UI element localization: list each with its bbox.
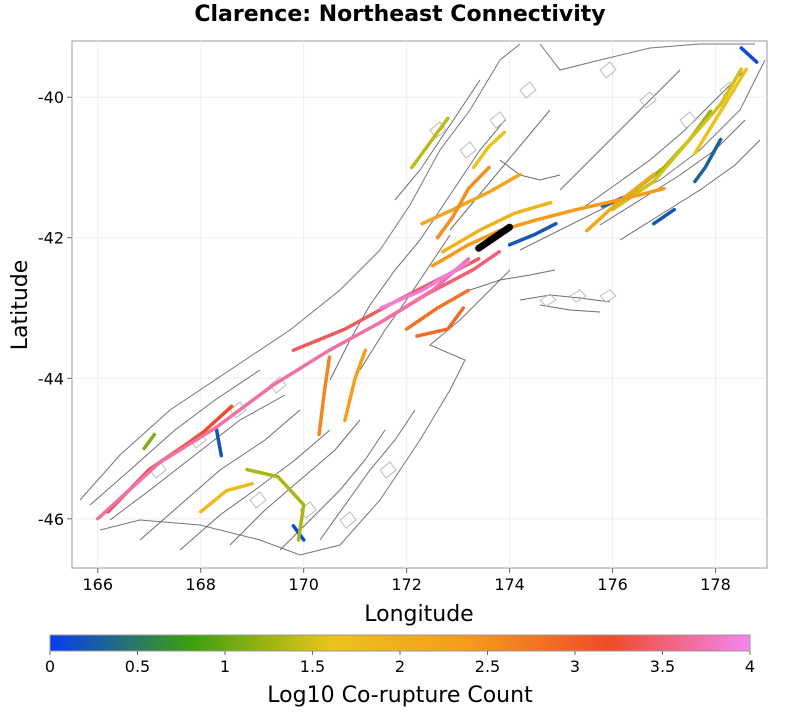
fault-trace [415,306,466,338]
colorbar-tick-label: 2 [395,657,405,676]
plot-area [71,40,768,569]
coastline [79,43,766,556]
y-tick-label: -44 [38,369,64,388]
fault-trace [430,186,666,268]
y-tick-label: -40 [38,88,64,107]
subsection-boxes [149,61,737,529]
x-tick-label: 176 [597,575,628,594]
x-axis-label: Longitude [364,602,473,627]
x-tick-label: 170 [288,575,319,594]
colorbar-label: Log10 Co-rupture Count [267,683,533,708]
fault-trace [585,172,656,233]
selected-fault [475,223,514,252]
y-tick-label: -46 [38,510,64,529]
x-tick-label: 178 [700,575,731,594]
fault-trace [651,207,677,226]
fault-trace [420,172,522,226]
colorbar-ticks: 0 0.5 1 1.5 2 2.5 3 3.5 4 [45,651,755,676]
fault-trace [471,130,507,170]
colorbar-tick-label: 0 [45,657,55,676]
fault-trace [95,257,471,521]
fault-traces [95,46,759,542]
x-tick-label: 172 [391,575,422,594]
y-axis-label: Latitude [8,260,33,351]
fault-trace [739,46,759,64]
colorbar-tick-label: 1.5 [300,657,325,676]
fault-trace [435,165,491,240]
fault-trace [404,288,471,331]
colorbar-tick-label: 3.5 [650,657,675,676]
fault-trace [610,67,744,212]
fault-trace [410,116,450,170]
fault-trace [245,467,306,542]
fault-trace [379,260,471,310]
fault-trace [343,348,368,423]
fault-trace [507,221,558,247]
fault-trace [440,200,553,254]
colorbar-tick-label: 3 [570,657,580,676]
fault-trace [214,425,224,458]
gridlines [72,41,767,568]
x-tick-label: 174 [494,575,525,594]
chart-title: Clarence: Northeast Connectivity [194,2,606,27]
fault-trace [142,432,157,451]
selected-fault-trace [475,223,514,252]
colorbar [49,634,751,652]
fault-trace [693,67,749,156]
background-fault-network [89,69,761,551]
fault-trace [693,137,723,184]
x-tick-label: 166 [82,575,113,594]
colorbar-tick-label: 2.5 [475,657,500,676]
fault-trace [198,481,254,514]
colorbar-tick-label: 0.5 [125,657,150,676]
colorbar-tick-label: 1 [220,657,230,676]
x-tick-label: 168 [185,575,216,594]
y-axis-ticks: -40 -42 -44 -46 [38,88,72,529]
colorbar-tick-label: 4 [745,657,755,676]
x-axis-ticks: 166 168 170 172 174 176 178 [82,568,731,594]
fault-trace [317,355,332,437]
y-tick-label: -42 [38,229,64,248]
